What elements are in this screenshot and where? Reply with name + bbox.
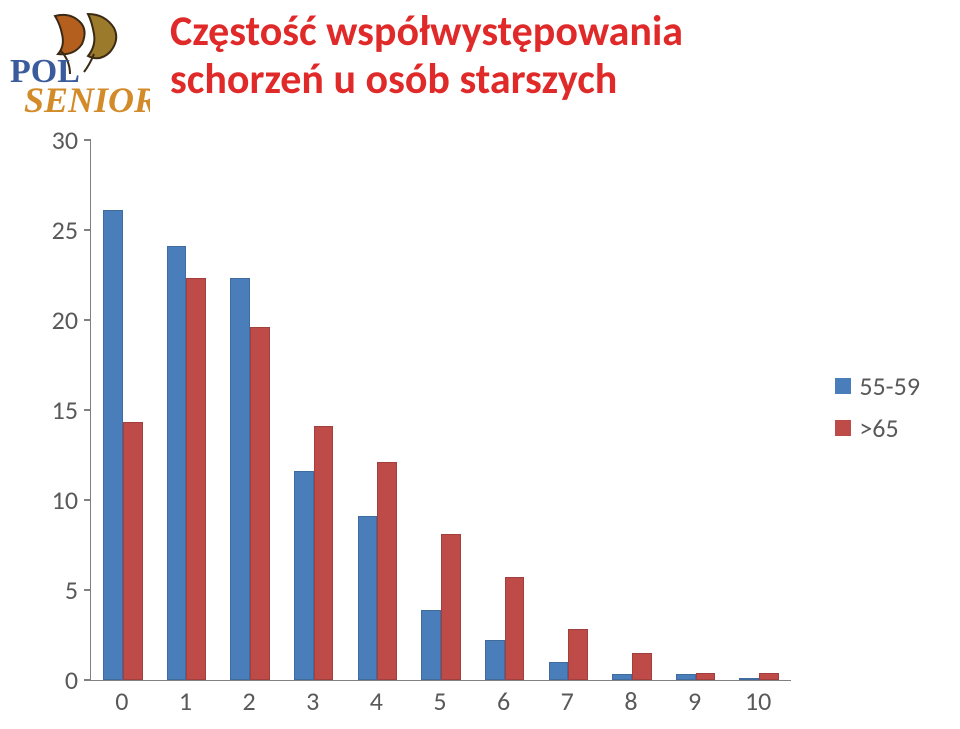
- x-tick-label: 8: [624, 685, 637, 717]
- legend-item: >65: [835, 412, 920, 444]
- bar: [377, 462, 397, 680]
- x-tick-label: 7: [561, 685, 574, 717]
- y-tick-label: 10: [52, 484, 78, 516]
- x-tick-label: 10: [745, 685, 771, 717]
- plot-area: [90, 140, 791, 681]
- bar: [739, 678, 759, 680]
- legend-swatch: [835, 378, 851, 394]
- y-tick-label: 0: [65, 664, 78, 696]
- bar: [250, 327, 270, 680]
- y-tick: [84, 589, 91, 591]
- bar: [103, 210, 123, 680]
- chart-title: Częstość współwystępowania schorzeń u os…: [170, 8, 940, 105]
- leaf-icon-1: [55, 15, 85, 54]
- bar: [676, 674, 696, 680]
- bar: [294, 471, 314, 680]
- bar-group: [103, 210, 142, 680]
- bar: [505, 577, 525, 680]
- bar-group: [421, 534, 460, 680]
- bar: [186, 278, 206, 680]
- bar-group: [358, 462, 397, 680]
- bar: [612, 674, 632, 680]
- bar-chart: 051015202530 55-59>65 012345678910: [40, 140, 920, 720]
- y-tick: [84, 409, 91, 411]
- x-tick-label: 9: [688, 685, 701, 717]
- x-tick-label: 2: [242, 685, 255, 717]
- y-tick-label: 20: [52, 304, 78, 336]
- bar: [167, 246, 187, 680]
- logo-text-bottom: SENIOR: [24, 80, 150, 120]
- bar-group: [294, 426, 333, 680]
- bar-group: [739, 673, 778, 680]
- leaf-icon-2: [88, 14, 116, 58]
- bar: [314, 426, 334, 680]
- bar: [421, 610, 441, 680]
- title-line-2: schorzeń u osób starszych: [170, 54, 617, 105]
- x-tick-label: 1: [179, 685, 192, 717]
- bar: [230, 278, 250, 680]
- legend-item: 55-59: [835, 370, 920, 402]
- title-line-1: Częstość współwystępowania: [170, 6, 683, 57]
- y-axis: 051015202530: [40, 140, 88, 720]
- y-tick-label: 30: [52, 124, 78, 156]
- x-tick-label: 6: [497, 685, 510, 717]
- legend-label: >65: [859, 412, 898, 444]
- bar-group: [167, 246, 206, 680]
- bar-group: [230, 278, 269, 680]
- polsenior-logo: POL SENIOR: [10, 10, 150, 120]
- x-tick-label: 4: [370, 685, 383, 717]
- bars-container: [91, 140, 791, 680]
- bar: [696, 673, 716, 680]
- bar: [549, 662, 569, 680]
- y-tick: [84, 139, 91, 141]
- y-tick-label: 5: [65, 574, 78, 606]
- legend-swatch: [835, 420, 851, 436]
- bar-group: [676, 673, 715, 680]
- bar: [485, 640, 505, 680]
- legend-label: 55-59: [859, 370, 920, 402]
- y-tick: [84, 319, 91, 321]
- y-tick: [84, 679, 91, 681]
- bar-group: [612, 653, 651, 680]
- bar: [759, 673, 779, 680]
- bar: [568, 629, 588, 680]
- bar: [632, 653, 652, 680]
- bar: [123, 422, 143, 680]
- y-tick: [84, 499, 91, 501]
- y-tick-label: 15: [52, 394, 78, 426]
- y-tick: [84, 229, 91, 231]
- bar-group: [549, 629, 588, 680]
- bar: [441, 534, 461, 680]
- y-tick-label: 25: [52, 214, 78, 246]
- x-tick-label: 5: [433, 685, 446, 717]
- logo-svg: POL SENIOR: [10, 10, 150, 120]
- bar: [358, 516, 378, 680]
- bar-group: [485, 577, 524, 680]
- legend: 55-59 >65: [835, 370, 920, 454]
- x-tick-label: 0: [115, 685, 128, 717]
- x-tick-label: 3: [306, 685, 319, 717]
